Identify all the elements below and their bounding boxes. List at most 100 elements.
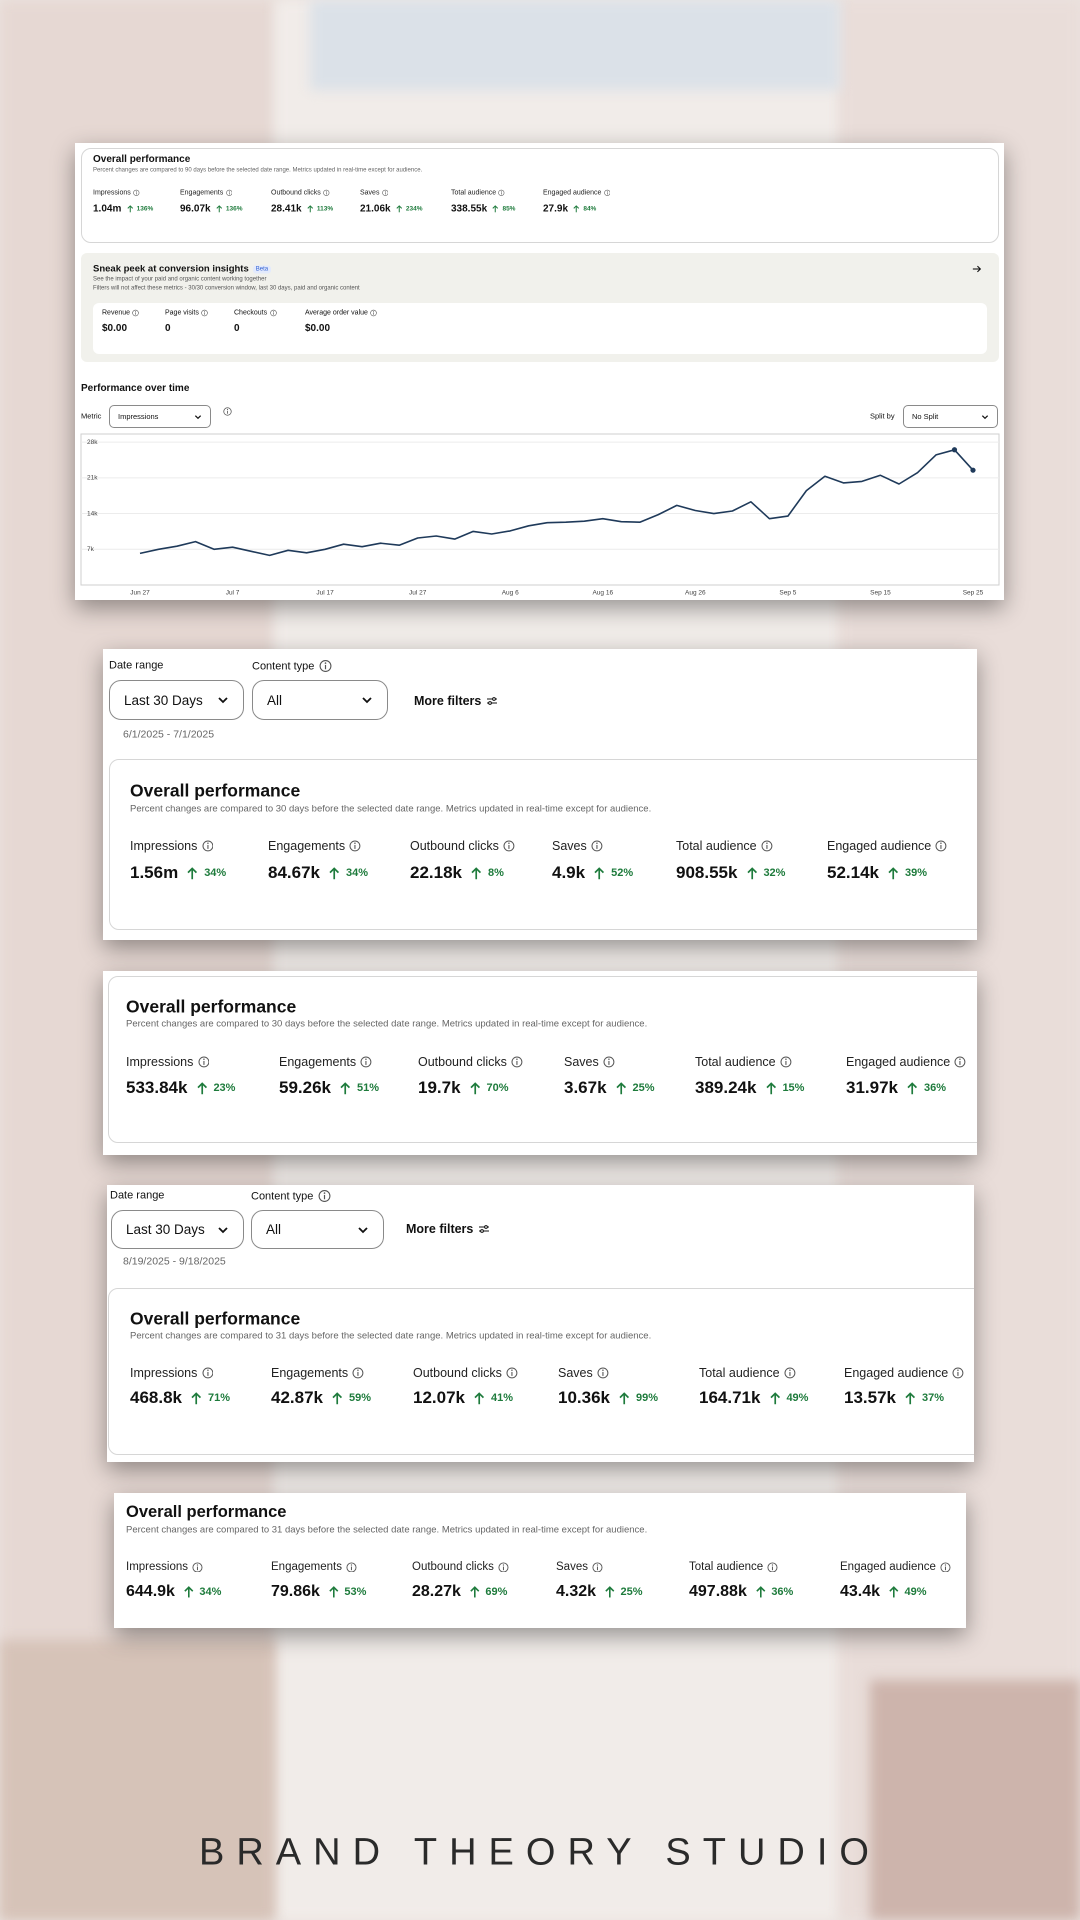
dropdown[interactable]: Last 30 Days <box>111 1210 244 1249</box>
metric-value: 31.97k <box>846 1078 898 1097</box>
metric-value: 497.88k <box>689 1583 747 1600</box>
metric-label-row: Saves <box>558 1366 609 1380</box>
y-tick-label: 28k <box>87 439 98 446</box>
dropdown[interactable]: All <box>251 1210 384 1249</box>
metric-change: 34% <box>204 867 227 879</box>
metric-label: Engagements <box>271 1366 349 1380</box>
metric-value-row: 28.27k 69% <box>412 1583 507 1601</box>
metric-value-row: 84.67k 34% <box>268 863 368 883</box>
metric-label: Impressions <box>130 1366 198 1380</box>
panel: Overall performance Percent changes are c… <box>75 143 1004 600</box>
metric-value-row: 4.32k 25% <box>556 1583 643 1601</box>
info-icon <box>597 1367 609 1379</box>
conversion-title-row: Sneak peek at conversion insights Beta <box>93 264 272 275</box>
arrow-right-icon[interactable] <box>972 264 982 274</box>
up-arrow-icon <box>471 866 482 880</box>
info-icon <box>225 189 232 197</box>
dropdown-value: Last 30 Days <box>124 692 203 708</box>
metrics-card <box>108 1288 974 1455</box>
conversion-metric-label-row: Checkouts <box>234 310 277 317</box>
conversion-metric-label: Revenue <box>102 309 131 317</box>
info-icon <box>349 840 361 852</box>
dropdown[interactable]: All <box>252 680 388 720</box>
info-icon <box>223 407 232 416</box>
metric-change: 85% <box>502 205 516 213</box>
up-arrow-icon <box>888 866 899 880</box>
info-icon <box>603 1056 615 1068</box>
metric-value-row: 389.24k 15% <box>695 1078 804 1098</box>
metric-label-row: Engagements <box>271 1561 357 1573</box>
line-chart: 7k 14k 21k 28k Jun 27 Jul 7 Jul 17 Jul 27 Aug 6 A… <box>80 433 1000 597</box>
metric-change: 234% <box>405 205 423 213</box>
up-arrow-icon <box>492 205 499 213</box>
conversion-metric-value: 0 <box>234 323 240 334</box>
more-filters-button[interactable]: More filters <box>414 694 498 708</box>
conversion-metric-label: Page visits <box>165 309 199 317</box>
split-dropdown-value: No Split <box>912 412 939 421</box>
metric-label-row: Total audience <box>676 839 773 853</box>
metric-value-row: 1.56m 34% <box>130 863 226 883</box>
up-arrow-icon <box>747 866 757 880</box>
conversion-metric-label-row: Revenue <box>102 309 140 317</box>
split-dropdown[interactable]: No Split <box>903 405 998 428</box>
metric-change: 39% <box>904 867 928 879</box>
metric-value-row: 79.86k 53% <box>271 1583 366 1601</box>
metric-change: 84% <box>583 205 597 213</box>
metric-value: 3.67k <box>564 1078 607 1097</box>
metric-label: Saves <box>564 1055 599 1069</box>
metric-label: Impressions <box>126 1055 194 1069</box>
beta-badge: Beta <box>252 265 272 273</box>
info-icon <box>346 1561 357 1572</box>
section-title: Overall performance <box>130 1308 301 1329</box>
metric-value-row: 533.84k 23% <box>126 1078 235 1098</box>
x-tick-label: Jul 17 <box>316 590 334 597</box>
metric-value: 52.14k <box>827 863 879 882</box>
metric-value-row: 19.7k 70% <box>418 1078 509 1098</box>
metric-value: 13.57k <box>844 1388 896 1407</box>
metric-value-row: 10.36k 99% <box>558 1388 658 1408</box>
metric-value-row: 12.07k 41% <box>413 1388 513 1408</box>
more-filters-button[interactable]: More filters <box>406 1222 490 1236</box>
info-icon <box>592 1561 603 1572</box>
up-arrow-icon <box>474 1391 485 1405</box>
metric-label: Saves <box>360 189 380 197</box>
info-icon <box>133 189 140 197</box>
metric-value: 27.9k <box>543 203 569 215</box>
performance-title: Performance over time <box>81 383 190 394</box>
panel: Overall performance Percent changes are c… <box>114 1493 966 1628</box>
metric-label: Saves <box>556 1561 588 1573</box>
metric-value-row: 338.55k 85% <box>451 204 515 215</box>
info-icon <box>370 309 378 317</box>
conversion-metric-value: $0.00 <box>102 323 128 334</box>
more-filters-text: More filters <box>406 1222 474 1236</box>
metric-label-row: Engagements <box>279 1055 372 1069</box>
metric-dropdown[interactable]: Impressions <box>109 405 211 428</box>
info-icon <box>323 189 330 197</box>
metric-value: 43.4k <box>840 1583 881 1600</box>
up-arrow-icon <box>594 866 605 880</box>
metric-value-row: 468.8k 71% <box>130 1388 230 1408</box>
metric-value: 79.86k <box>271 1583 320 1600</box>
metric-value-row: 27.9k 84% <box>543 204 596 215</box>
metric-label: Total audience <box>676 839 757 853</box>
dropdown[interactable]: Last 30 Days <box>109 680 244 720</box>
info-icon <box>498 189 505 197</box>
metric-change: 8% <box>487 867 504 879</box>
info-icon <box>382 189 389 197</box>
conversion-metric-value: $0.00 <box>305 323 331 334</box>
metric-change: 136% <box>136 205 154 213</box>
metric-value-row: 4.9k 52% <box>552 863 633 883</box>
background-photo <box>0 1640 275 1920</box>
metric-value-row: 22.18k 8% <box>410 863 504 883</box>
conversion-note: Filters will not affect these metrics - … <box>93 285 360 292</box>
info-icon <box>940 1561 951 1572</box>
up-arrow-icon <box>187 866 198 880</box>
metric-change: 37% <box>921 1392 945 1404</box>
section-subtitle: Percent changes are compared to 31 days … <box>126 1524 648 1536</box>
metric-label: Total audience <box>689 1561 764 1573</box>
metric-change: 36% <box>923 1082 947 1094</box>
metric-value: 84.67k <box>268 863 320 882</box>
info-icon <box>511 1056 523 1068</box>
metric-label-row: Engagements <box>271 1366 364 1380</box>
metric-value: 28.27k <box>412 1583 461 1600</box>
